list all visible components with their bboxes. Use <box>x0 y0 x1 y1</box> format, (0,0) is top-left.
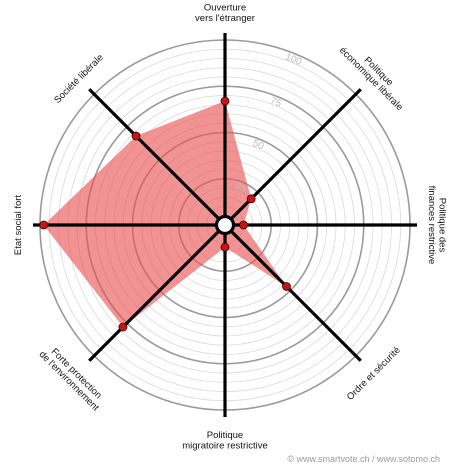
axis-label-line: Ouverture <box>204 3 246 14</box>
axis-label-line: Politique des <box>437 198 448 253</box>
tick-label-25: 25 <box>233 181 248 196</box>
marker-environnement <box>118 322 128 332</box>
axis-label-finances: Politique desfinances restrictive <box>426 186 448 265</box>
tick-label-75: 75 <box>269 95 284 110</box>
marker-finances <box>239 220 248 230</box>
axis-label-migratoire: Politique migratoire restrictive <box>182 430 268 452</box>
axis-label-line: vers l'étranger <box>195 13 255 24</box>
marker-social <box>39 220 49 230</box>
tick-label-50: 50 <box>251 138 266 153</box>
axis-label-line: Politique <box>207 430 243 441</box>
spoke-ordre <box>223 223 362 362</box>
center-circle <box>214 214 236 236</box>
data-markers <box>39 96 291 332</box>
axis-label-ouverture: Ouverture vers l'étranger <box>195 3 255 25</box>
spoke-environnement <box>88 223 227 362</box>
axis-label-line: Etat social fort <box>13 195 24 256</box>
axis-label-line: migratoire restrictive <box>182 441 268 452</box>
tick-labels: 25 50 75 100 <box>233 51 304 195</box>
axis-spokes <box>33 33 417 417</box>
marker-ouverture <box>220 96 230 106</box>
marker-migratoire <box>220 242 230 252</box>
spoke-eco_liberale <box>223 88 362 227</box>
marker-ordre <box>282 282 291 291</box>
axis-label-line: finances restrictive <box>426 186 437 265</box>
axis-label-social: Etat social fort <box>13 195 24 256</box>
marker-societe <box>131 131 141 141</box>
spoke-societe <box>88 88 227 227</box>
center-hub <box>214 214 236 236</box>
credit-text: © www.smartvote.ch / www.sotomo.ch <box>287 454 440 464</box>
marker-eco_liberale <box>246 194 256 204</box>
tick-label-100: 100 <box>284 51 304 68</box>
